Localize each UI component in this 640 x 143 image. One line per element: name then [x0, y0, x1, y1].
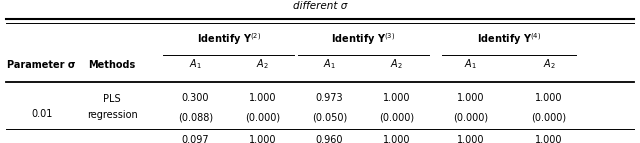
Text: $A_1$: $A_1$	[323, 57, 336, 71]
Text: $A_1$: $A_1$	[464, 57, 477, 71]
Text: Identify Y$^{(2)}$: Identify Y$^{(2)}$	[196, 31, 261, 46]
Text: 1.000: 1.000	[457, 93, 484, 103]
Text: 0.960: 0.960	[316, 135, 343, 143]
Text: $A_2$: $A_2$	[543, 57, 556, 71]
Text: (0.000): (0.000)	[532, 113, 566, 123]
Text: 1.000: 1.000	[249, 93, 276, 103]
Text: $A_2$: $A_2$	[256, 57, 269, 71]
Text: 0.300: 0.300	[182, 93, 209, 103]
Text: Identify Y$^{(3)}$: Identify Y$^{(3)}$	[331, 31, 396, 46]
Text: Parameter σ: Parameter σ	[7, 60, 76, 70]
Text: 1.000: 1.000	[536, 93, 563, 103]
Text: (0.000): (0.000)	[380, 113, 414, 123]
Text: $A_1$: $A_1$	[189, 57, 202, 71]
Text: different σ: different σ	[293, 1, 347, 11]
Text: 0.01: 0.01	[31, 109, 52, 119]
Text: Methods: Methods	[88, 60, 136, 70]
Text: Identify Y$^{(4)}$: Identify Y$^{(4)}$	[477, 31, 541, 46]
Text: 0.097: 0.097	[181, 135, 209, 143]
Text: (0.088): (0.088)	[178, 113, 212, 123]
Text: (0.050): (0.050)	[312, 113, 348, 123]
Text: 1.000: 1.000	[249, 135, 276, 143]
Text: PLS: PLS	[103, 94, 121, 104]
Text: (0.000): (0.000)	[245, 113, 280, 123]
Text: 1.000: 1.000	[457, 135, 484, 143]
Text: (0.000): (0.000)	[453, 113, 488, 123]
Text: 1.000: 1.000	[383, 135, 410, 143]
Text: $A_2$: $A_2$	[390, 57, 403, 71]
Text: 0.973: 0.973	[316, 93, 344, 103]
Text: regression: regression	[86, 110, 138, 120]
Text: 1.000: 1.000	[536, 135, 563, 143]
Text: 1.000: 1.000	[383, 93, 410, 103]
